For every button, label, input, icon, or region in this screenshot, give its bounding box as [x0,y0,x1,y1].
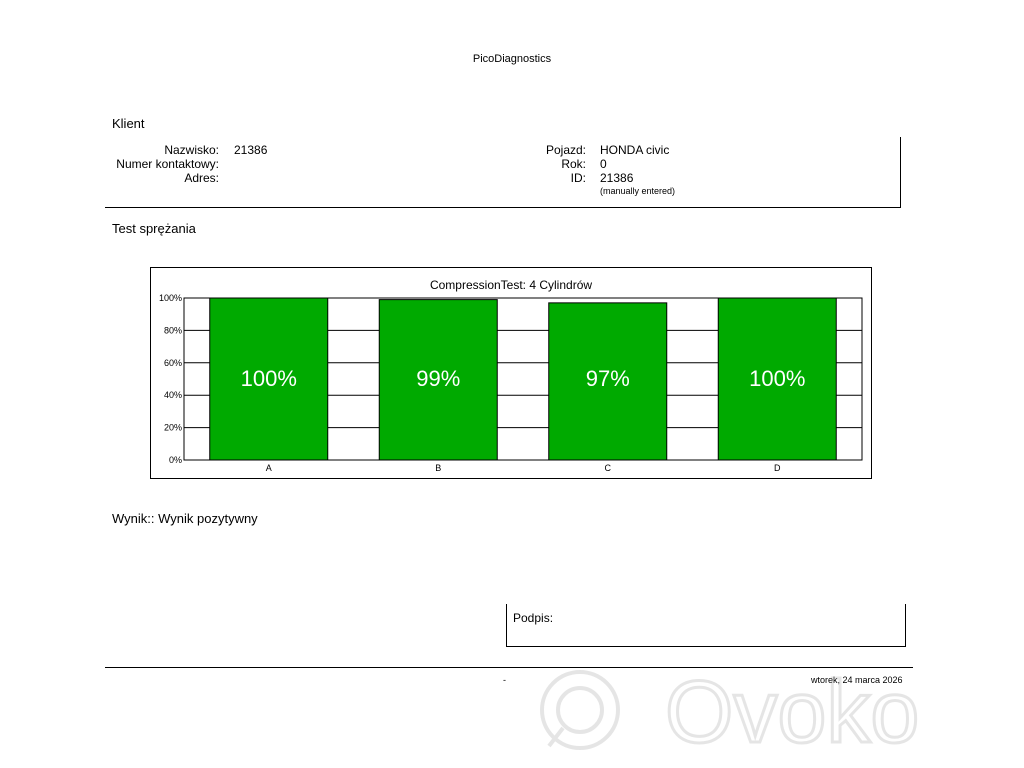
bar-C [548,302,668,461]
bar-A [209,297,329,461]
ovoko-logo-icon: Ovoko [540,661,921,763]
x-tick-label: B [435,463,441,473]
bar-value-label: 100% [241,366,297,391]
footer-dash: - [503,675,506,685]
y-tick-label: 40% [164,390,182,400]
watermark-logo: Ovoko [535,660,1005,765]
bar-B [378,299,498,461]
client-info-box: Nazwisko: 21386 Numer kontaktowy: Adres:… [105,137,901,208]
signature-box [506,604,906,647]
id-value: 21386 [600,171,634,185]
bar-D [717,297,837,461]
x-tick-label: C [605,463,612,473]
svg-text:Ovoko: Ovoko [665,662,919,760]
surname-label: Nazwisko: [164,143,219,157]
id-label: ID: [570,171,586,185]
y-tick-label: 100% [159,293,182,303]
year-value: 0 [600,157,607,171]
footer-date: wtorek, 24 marca 2026 [811,675,903,685]
bar-value-label: 100% [749,366,805,391]
id-note: (manually entered) [600,186,676,196]
x-tick-label: D [774,463,781,473]
x-tick-label: A [266,463,272,473]
bar-value-label: 97% [586,366,630,391]
compression-chart-frame: CompressionTest: 4 Cylindrów 0% 20% 40% 60% 8… [150,267,872,479]
address-label: Adres: [184,171,219,185]
y-tick-label: 80% [164,325,182,335]
signature-label: Podpis: [513,611,554,625]
report-title: PicoDiagnostics [472,53,552,65]
result-text: Wynik:: Wynik pozytywny [112,511,258,526]
plot-area [183,297,863,461]
chart-title: CompressionTest: 4 Cylindrów [430,278,592,292]
vehicle-label: Pojazd: [545,143,586,157]
y-tick-label: 0% [169,455,182,465]
compression-bar-chart: CompressionTest: 4 Cylindrów 0% 20% 40% 60% 8… [159,278,863,473]
surname-value: 21386 [234,143,268,157]
bar-value-label: 99% [416,366,460,391]
y-tick-label: 60% [164,358,182,368]
contact-number-label: Numer kontaktowy: [116,157,219,171]
footer-divider [105,667,913,668]
client-section-title: Klient [112,116,145,131]
compression-test-title: Test sprężania [112,221,196,236]
vehicle-value: HONDA civic [600,143,670,157]
y-tick-label: 20% [164,423,182,433]
year-label: Rok: [561,157,586,171]
